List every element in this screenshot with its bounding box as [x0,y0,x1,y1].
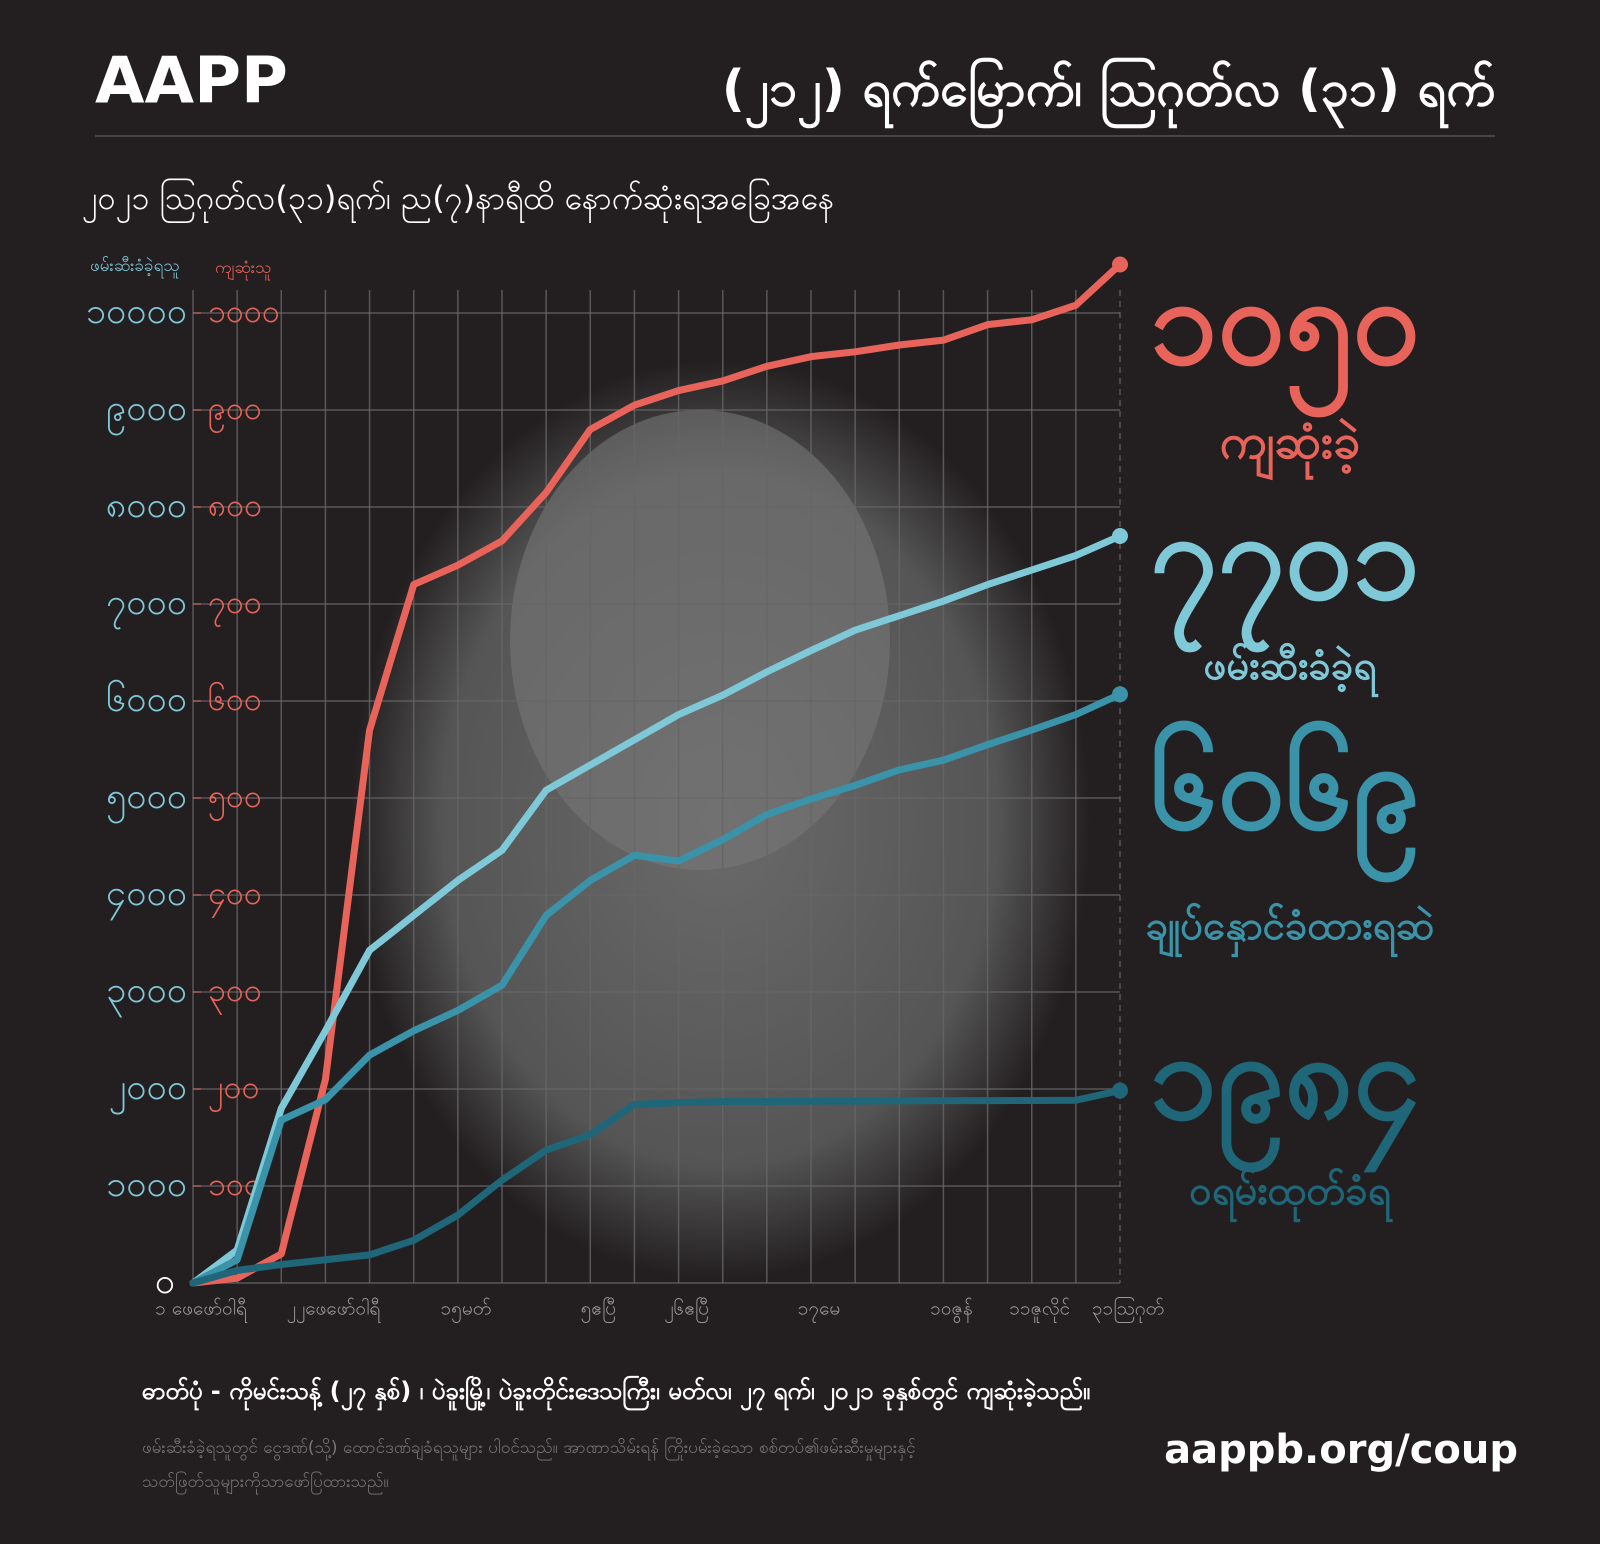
y2-tick-label: ၂၀၀ [208,1068,260,1112]
total-label: ၁၉၈၄ [1149,1008,1420,1173]
y2-tick-label: ၄၀၀ [208,874,262,918]
end-point [1112,256,1128,273]
legend-label: ချုပ်နှောင်ခံထားရဆဲ [1146,903,1435,958]
legend-label: ဝရမ်းထုတ်ခံရ [1189,1168,1393,1223]
y-tick-label: ၅၀၀၀ [106,776,187,824]
y-tick-label: ၄၀၀၀ [106,873,187,921]
y2-tick-label: ၇၀၀ [208,583,262,627]
x-tick-label: ၅ဧပြီ [581,1297,616,1324]
y-tick-label: ၁၀၀၀၀ [86,291,187,332]
y-axis-label: ဖမ်းဆီးခံခဲ့ရသူ [90,256,180,279]
y-tick-label: ၁၀၀၀ [106,1164,187,1205]
y2-tick-label: ၃၀၀ [208,971,262,1015]
header-title: (၂၁၂) ရက်မြောက်၊ ဩဂုတ်လ (၃၁) ရက် [722,57,1495,130]
x-tick-label: ၃၁ဩဂုတ် [1092,1296,1164,1324]
x-tick-label: ၁ ဖေဖော်ဝါရီ [155,1297,248,1324]
y-tick-label: ၂၀၀၀ [109,1067,187,1115]
end-point [1112,686,1128,703]
total-label: ၆၀၆၉ [1150,718,1420,883]
y2-tick-label: ၈၀၀ [208,486,262,524]
y-tick-label: ၀ [155,1261,175,1302]
x-tick-label: ၁၁ဇူလိုင် [1009,1297,1070,1324]
series-line [189,690,1124,1287]
y2-tick-label: ၅၀၀ [208,777,262,821]
y-tick-label: ၃၀၀၀ [106,970,187,1018]
y-tick-label: ၉၀၀၀ [106,388,187,436]
y2-tick-label: ၁၀၀၀ [208,292,280,330]
series-line [189,1087,1124,1287]
total-label: ၁၀၅၀ [1150,253,1420,418]
y-tick-label: ၆၀၀၀ [106,679,187,720]
x-tick-label: ၁၅မတ် [440,1297,491,1324]
total-label: ၇၇၀၁ [1150,488,1420,653]
y2-tick-label: ၉၀၀ [208,389,262,433]
series-line [189,261,1124,1287]
y-tick-label: ၈၀၀၀ [106,485,187,526]
end-point [1112,1082,1128,1099]
y2-axis-label: ကျဆုံးသူ [215,258,272,281]
x-tick-label: ၁၀ဇွန် [930,1297,973,1324]
x-tick-label: ၂၆ဧပြီ [664,1297,709,1324]
x-tick-label: ၁၇မေ [798,1298,841,1324]
x-tick-label: ၂၂ဖေဖော်ဝါရီ [287,1297,382,1324]
url: aappb.org/coup [1164,1427,1518,1473]
brand: AAPP [95,45,288,119]
legend-label: ကျဆုံးခဲ့ [1220,414,1360,481]
footnote: သတ်ဖြတ်သူများကိုသာဖော်ပြထားသည်။ [142,1470,389,1495]
legend-label: ဖမ်းဆီးခံခဲ့ရ [1204,643,1379,698]
end-point [1112,528,1128,545]
footnote: ဖမ်းဆီးခံခဲ့ရသူတွင် ငွေဒဏ်(သို့) ထောင်ဒဏ… [142,1436,915,1461]
series-line [189,532,1124,1287]
subtitle: ၂၀၂၁ ဩဂုတ်လ(၃၁)ရက်၊ ည(၇)နာရီထိ နောက်ဆုံး… [82,179,834,223]
y-tick-label: ၇၀၀၀ [106,582,187,630]
y2-tick-label: ၆၀၀ [208,680,262,718]
